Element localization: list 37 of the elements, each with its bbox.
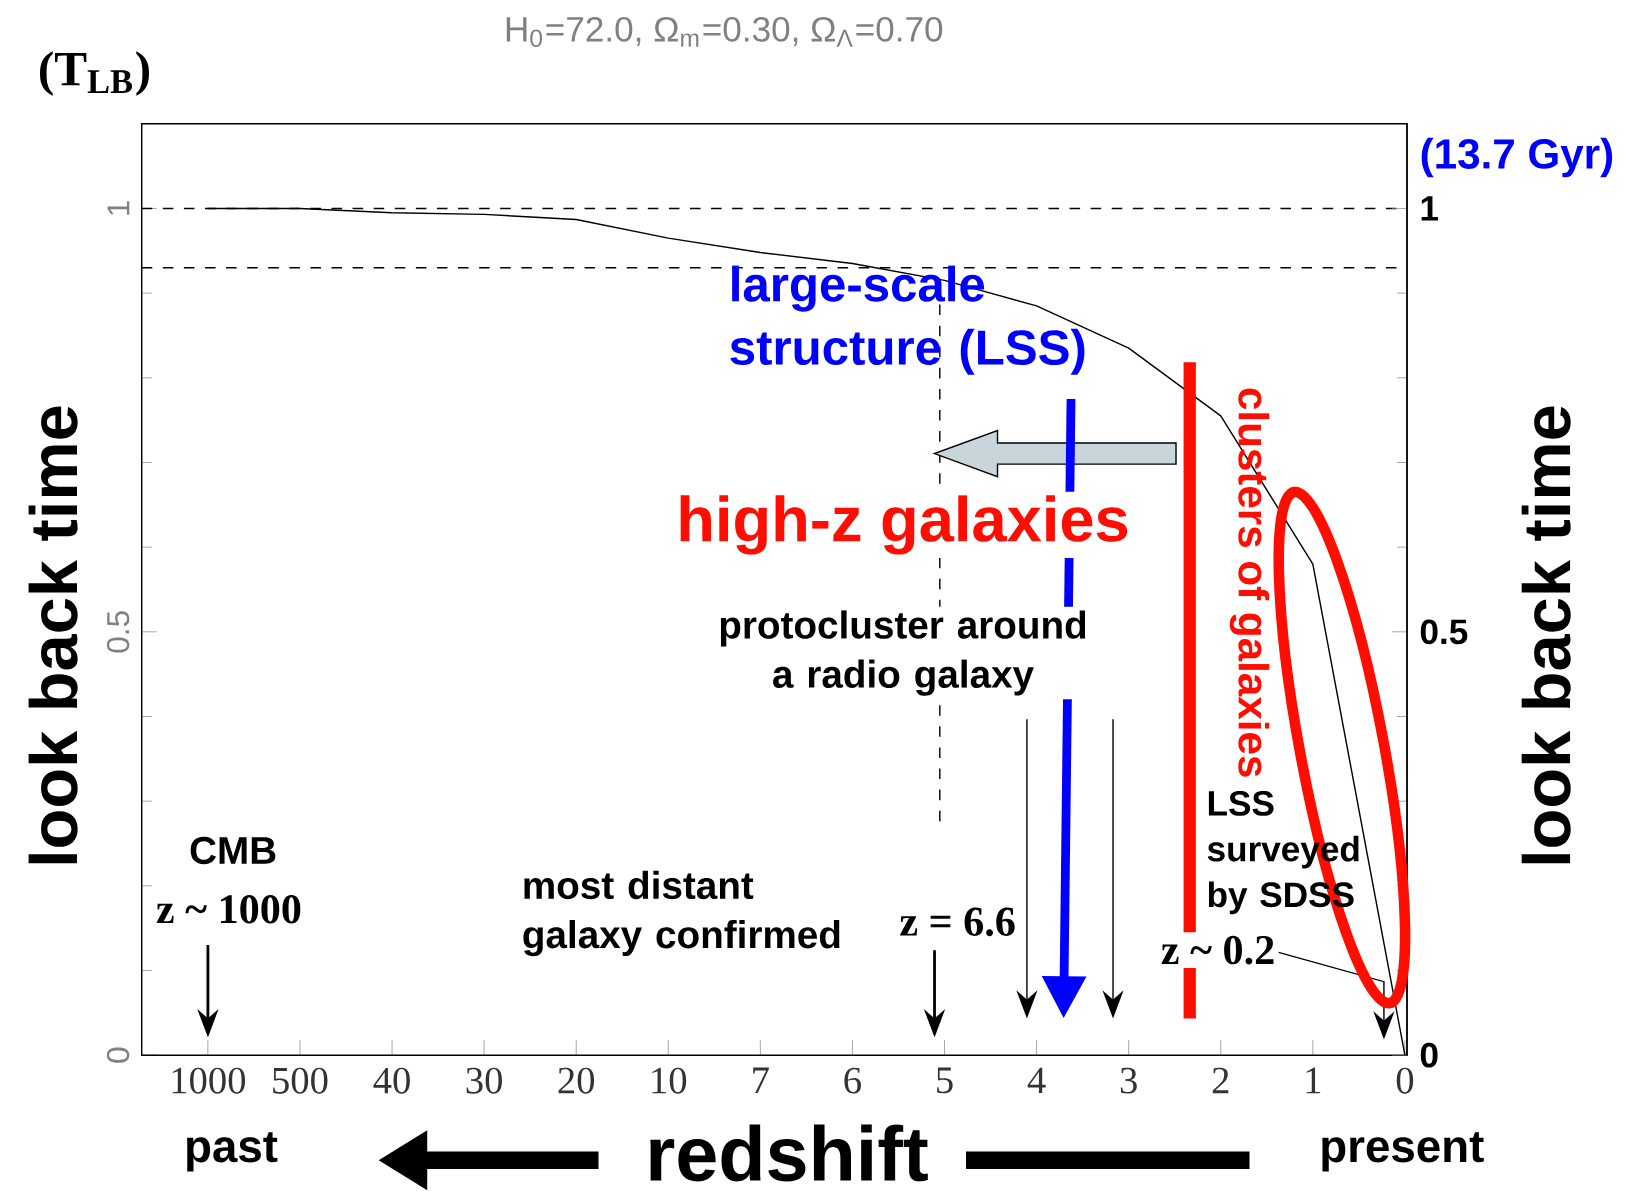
annotation: z ~ 1000 (156, 895, 301, 924)
annotation: most distant galaxy confirmed (523, 870, 840, 957)
text: (T$_{LB}$) (40, 51, 149, 96)
x-tick-label: 2 (1212, 1067, 1229, 1094)
x-axis-title: redshift (650, 1124, 928, 1182)
y2-axis-title: look back time (1521, 406, 1571, 864)
x-tick-label: 0 (1396, 1067, 1414, 1094)
y-tick-label: 0.5 (106, 611, 130, 653)
annotation: clusters of galaxies (1229, 388, 1270, 777)
x-tick-label: 30 (466, 1067, 502, 1094)
annotation: z = 6.6 (900, 907, 1015, 937)
annotation: large-scale structure (LSS) (730, 265, 1085, 375)
x-tick-label: 7 (753, 1067, 769, 1094)
annotation: protocluster around a radio galaxy (720, 610, 1086, 696)
x-tick-label: 40 (373, 1067, 410, 1094)
x-tick-label: 5 (937, 1067, 953, 1094)
annotation: z ~ 0.2 (1161, 936, 1274, 965)
text: present (1322, 1132, 1484, 1172)
y-tick-label: 1 (107, 201, 130, 215)
y2-tick-label: 0.5 (1420, 619, 1468, 645)
x-tick-label: 500 (273, 1067, 328, 1094)
y2-tick-label: 0 (1420, 1042, 1438, 1068)
y-tick-label: 0 (106, 1047, 130, 1063)
y2-tick-label: 1 (1421, 196, 1439, 221)
text: (13.7 Gyr) (1421, 138, 1613, 178)
chart-title: H$_{0}$=72.0, Ω$_{m}$=0.30, Ω$_{Λ}$=0.70 (506, 17, 943, 48)
y-axis-title: look back time (28, 406, 78, 864)
x-tick-label: 4 (1027, 1067, 1046, 1094)
text: past (187, 1132, 278, 1172)
annotation: CMB (190, 837, 276, 865)
x-tick-label: 1 (1306, 1067, 1321, 1094)
x-tick-label: 1000 (172, 1067, 246, 1094)
x-tick-label: 10 (652, 1067, 687, 1094)
x-tick-label: 3 (1120, 1067, 1137, 1094)
x-tick-label: 20 (558, 1067, 595, 1094)
x-tick-label: 6 (844, 1067, 861, 1094)
annotation: high-z galaxies (680, 495, 1128, 555)
